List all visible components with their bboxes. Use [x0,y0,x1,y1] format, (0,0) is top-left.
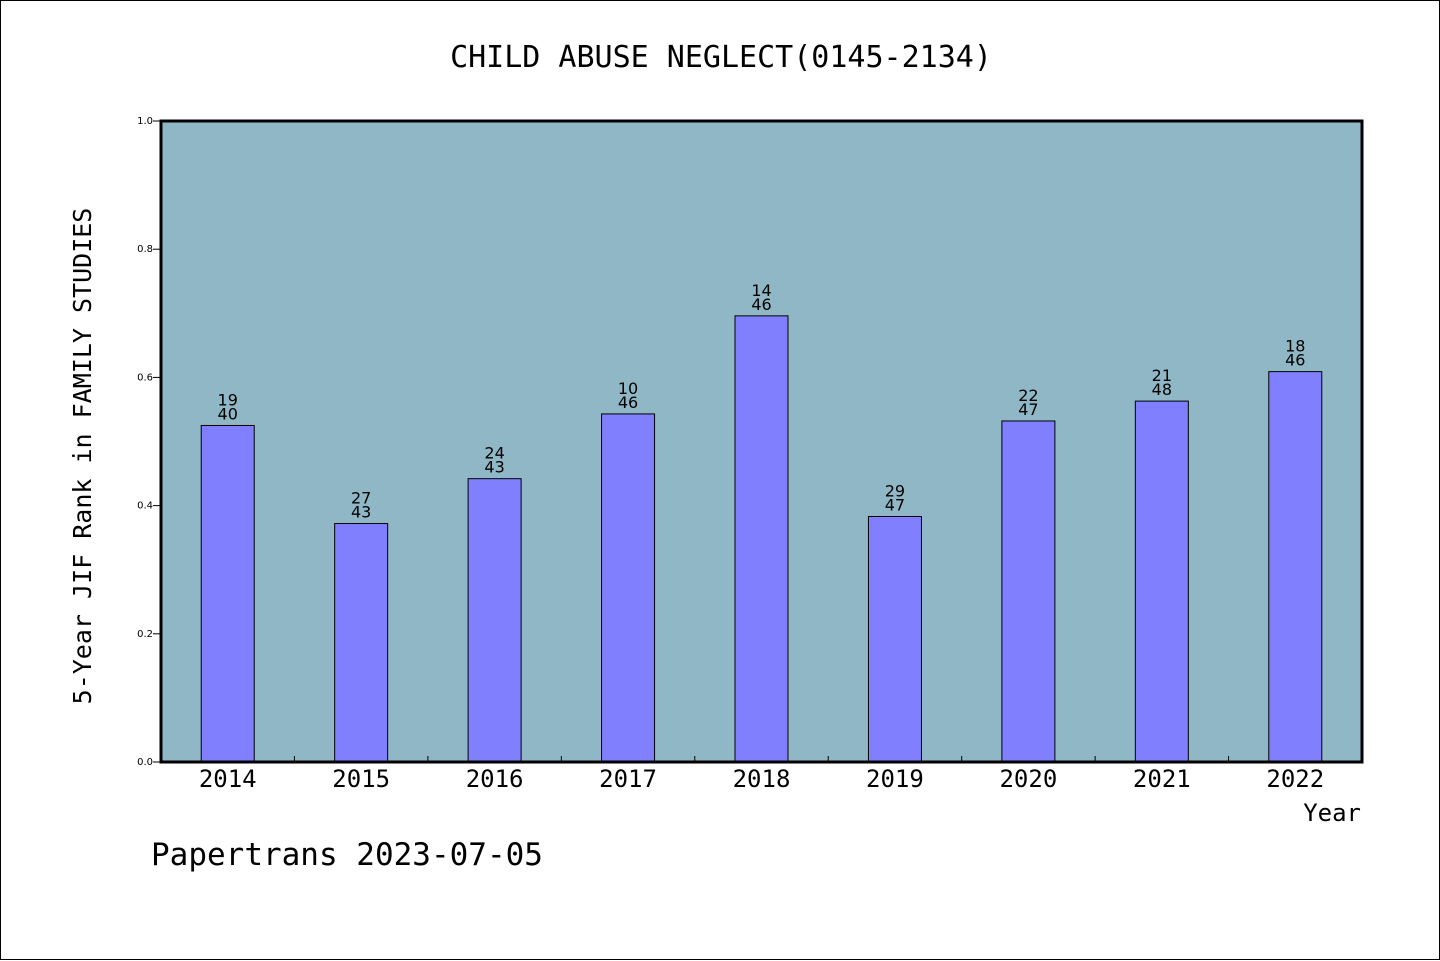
bar-label-rank: 10 [618,379,638,398]
bar [334,523,389,763]
bar-label-total: 47 [1018,400,1038,419]
bar [1268,371,1323,763]
chart-title: CHILD ABUSE NEGLECT(0145-2134) [450,40,992,75]
bar [734,315,789,763]
plot-border [159,119,1364,764]
x-tick-label: 2016 [466,765,524,793]
x-tick-label: 2014 [199,765,257,793]
bar-label-total: 48 [1152,380,1172,399]
bar-label-total: 46 [1285,351,1305,370]
x-axis-ticks: 2014 2015 2016 2017 2018 2019 2020 2021 2022 [199,756,1324,793]
bar-label-total: 46 [618,393,638,412]
bar-label-total: 40 [218,404,238,423]
x-axis-label: Year [1303,799,1361,827]
x-tick-label: 2017 [599,765,657,793]
bar-label-rank: 22 [1018,386,1038,405]
bar [1134,400,1189,763]
y-tick-label: 0.2 [137,629,153,640]
y-axis-ticks: 0.0 0.2 0.4 0.6 0.8 1.0 [137,116,161,768]
bar-label-rank: 24 [484,444,504,463]
bar-label-total: 43 [351,503,371,522]
y-tick-label: 1.0 [137,116,153,127]
y-tick-label: 0.6 [137,372,153,383]
bar-label-rank: 19 [218,390,238,409]
bar-label-rank: 18 [1285,337,1305,356]
bar [200,424,255,763]
x-tick-label: 2021 [1133,765,1191,793]
x-tick-label: 2020 [999,765,1057,793]
bar-label-rank: 27 [351,489,371,508]
y-axis-label: 5-Year JIF Rank in FAMILY STUDIES [68,208,97,705]
x-tick-label: 2022 [1266,765,1324,793]
bar-label-rank: 29 [885,481,905,500]
x-tick-label: 2019 [866,765,924,793]
y-tick-label: 0.4 [137,501,153,512]
bar [467,478,522,763]
footer-watermark: Papertrans 2023-07-05 [151,837,543,873]
bar [867,515,922,763]
bar-label-total: 46 [751,295,771,314]
y-tick-label: 0.8 [137,244,153,255]
x-tick-label: 2015 [332,765,390,793]
bar-label-rank: 14 [751,281,771,300]
bar-label-rank: 21 [1152,366,1172,385]
bar-label-total: 43 [484,458,504,477]
bar-label-total: 47 [885,495,905,514]
bar [601,413,656,763]
bar [1001,420,1056,763]
x-tick-label: 2018 [733,765,791,793]
y-tick-label: 0.0 [137,757,153,768]
bars [200,315,1323,763]
